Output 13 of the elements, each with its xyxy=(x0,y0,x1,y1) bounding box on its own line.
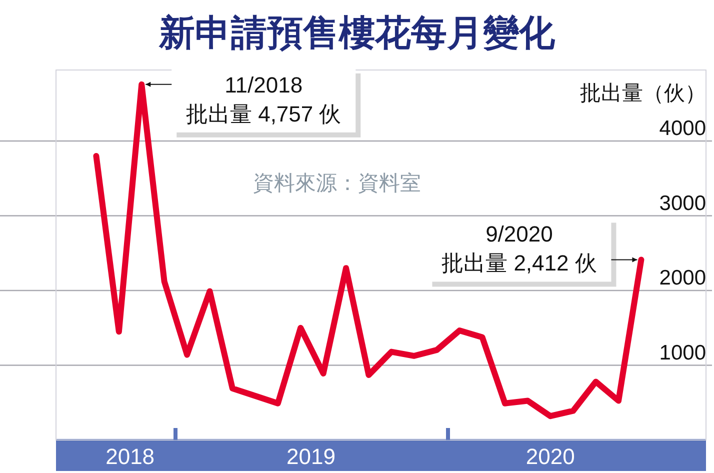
annotation: 11/2018 批出量 4,757 伙 xyxy=(145,68,361,138)
ylabel: 批出量（伙） xyxy=(580,82,706,105)
ytick: 1000 xyxy=(659,341,706,364)
xtick: 2018 xyxy=(106,444,155,469)
ytick: 4000 xyxy=(659,117,706,140)
annotation: 資料來源：資料室 xyxy=(253,171,421,195)
title: 新申請預售樓花每月變化 xyxy=(159,12,555,53)
ytick: 3000 xyxy=(659,192,706,215)
xtick: 2020 xyxy=(526,444,575,469)
annotation: 11/2018 批出量 4,757 伙 xyxy=(186,72,342,126)
xtick: 2019 xyxy=(286,444,336,469)
ytick: 2000 xyxy=(659,266,706,290)
annotation: 9/2020 批出量 2,412 伙 xyxy=(442,222,597,276)
